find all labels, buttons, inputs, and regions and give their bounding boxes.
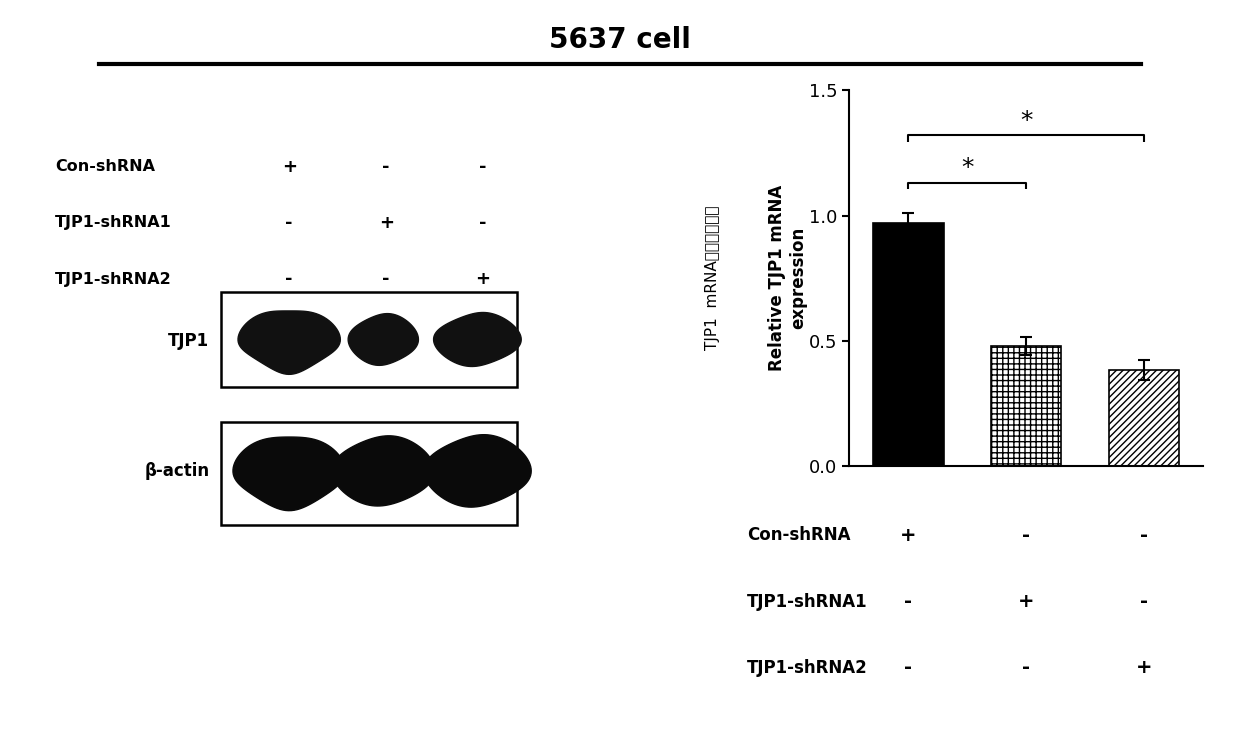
Text: -: - <box>285 270 293 288</box>
Text: -: - <box>382 270 389 288</box>
Polygon shape <box>434 313 521 366</box>
Text: *: * <box>961 156 973 180</box>
Text: TJP1-shRNA1: TJP1-shRNA1 <box>748 593 868 611</box>
Text: TJP1  mRNA相对表达水平: TJP1 mRNA相对表达水平 <box>706 206 720 350</box>
Text: -: - <box>1022 658 1030 678</box>
Text: -: - <box>382 158 389 176</box>
Text: TJP1-shRNA1: TJP1-shRNA1 <box>56 215 172 230</box>
Bar <box>991 346 1061 466</box>
Text: *: * <box>1021 109 1032 133</box>
Polygon shape <box>238 311 340 374</box>
Text: -: - <box>480 158 487 176</box>
Bar <box>221 292 517 387</box>
Text: -: - <box>904 592 913 611</box>
Text: TJP1: TJP1 <box>169 332 210 350</box>
Text: -: - <box>285 214 293 232</box>
Polygon shape <box>332 436 435 506</box>
Bar <box>221 423 517 525</box>
Text: -: - <box>1140 592 1148 611</box>
Text: 5637 cell: 5637 cell <box>549 26 691 54</box>
Text: -: - <box>904 658 913 678</box>
Text: +: + <box>1136 658 1152 678</box>
Text: +: + <box>378 214 393 232</box>
Text: -: - <box>1022 526 1030 545</box>
Text: +: + <box>900 526 916 545</box>
Text: TJP1-shRNA2: TJP1-shRNA2 <box>748 659 868 677</box>
Bar <box>1109 370 1179 466</box>
Text: Con-shRNA: Con-shRNA <box>748 526 851 544</box>
Text: -: - <box>1140 526 1148 545</box>
Text: +: + <box>1018 592 1034 611</box>
Polygon shape <box>424 435 531 507</box>
Text: Con-shRNA: Con-shRNA <box>56 159 155 174</box>
Text: TJP1-shRNA2: TJP1-shRNA2 <box>56 271 172 287</box>
Bar <box>873 223 944 466</box>
Text: +: + <box>281 158 296 176</box>
Text: β-actin: β-actin <box>144 462 210 480</box>
Polygon shape <box>348 314 418 365</box>
Polygon shape <box>233 437 346 511</box>
Text: -: - <box>480 214 487 232</box>
Text: Relative TJP1 mRNA
expression: Relative TJP1 mRNA expression <box>768 185 807 371</box>
Text: +: + <box>476 270 491 288</box>
